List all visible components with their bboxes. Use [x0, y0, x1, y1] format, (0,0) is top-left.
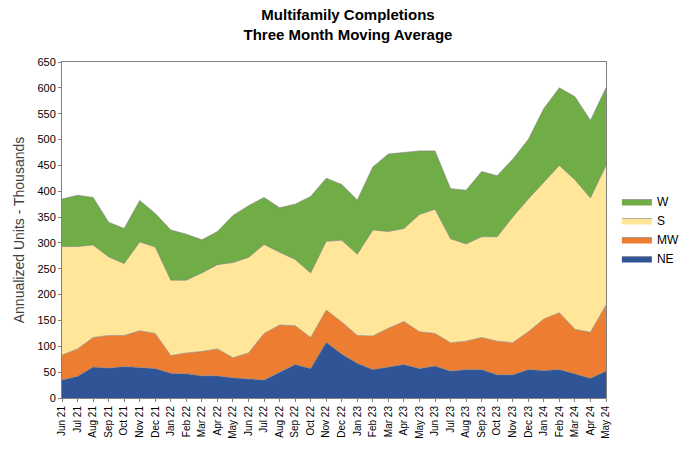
svg-text:Sep 21: Sep 21 [103, 406, 114, 438]
svg-text:200: 200 [37, 288, 55, 300]
svg-text:Dec 23: Dec 23 [523, 406, 534, 438]
svg-text:NE: NE [657, 252, 674, 266]
svg-text:Apr 24: Apr 24 [585, 406, 596, 436]
svg-text:May 22: May 22 [227, 406, 238, 439]
svg-text:Oct 23: Oct 23 [491, 406, 502, 436]
svg-text:50: 50 [44, 366, 56, 378]
svg-text:650: 650 [37, 56, 55, 68]
svg-text:Mar 24: Mar 24 [569, 406, 580, 438]
svg-text:Aug 23: Aug 23 [460, 406, 471, 438]
svg-text:350: 350 [37, 211, 55, 223]
svg-text:Jun 21: Jun 21 [56, 406, 67, 436]
svg-text:250: 250 [37, 263, 55, 275]
svg-text:Feb 24: Feb 24 [554, 406, 565, 438]
svg-text:Nov 21: Nov 21 [134, 406, 145, 438]
svg-text:Multifamily CompletionsThree M: Multifamily CompletionsThree Month Movin… [244, 6, 453, 43]
svg-text:MW: MW [657, 233, 679, 247]
svg-text:Aug 21: Aug 21 [87, 406, 98, 438]
svg-text:600: 600 [37, 82, 55, 94]
svg-text:400: 400 [37, 185, 55, 197]
svg-text:100: 100 [37, 340, 55, 352]
svg-text:500: 500 [37, 133, 55, 145]
svg-text:W: W [657, 195, 669, 209]
svg-text:300: 300 [37, 237, 55, 249]
svg-text:Jan 22: Jan 22 [165, 406, 176, 436]
svg-text:Jul 23: Jul 23 [445, 406, 456, 433]
svg-text:Annualized Units - Thousands: Annualized Units - Thousands [11, 137, 27, 324]
svg-text:0: 0 [50, 392, 56, 404]
svg-text:May 23: May 23 [414, 406, 425, 439]
svg-text:Apr 23: Apr 23 [398, 406, 409, 436]
svg-text:Mar 23: Mar 23 [383, 406, 394, 438]
svg-text:Dec 22: Dec 22 [336, 406, 347, 438]
svg-text:Jan 23: Jan 23 [352, 406, 363, 436]
svg-text:Mar 22: Mar 22 [196, 406, 207, 438]
svg-text:Jul 21: Jul 21 [72, 406, 83, 433]
svg-text:150: 150 [37, 314, 55, 326]
svg-text:Aug 22: Aug 22 [274, 406, 285, 438]
svg-text:S: S [657, 214, 665, 228]
svg-text:Feb 22: Feb 22 [181, 406, 192, 438]
svg-text:Oct 21: Oct 21 [118, 406, 129, 436]
svg-text:550: 550 [37, 108, 55, 120]
svg-text:Jan 24: Jan 24 [538, 406, 549, 436]
svg-text:Jul 22: Jul 22 [258, 406, 269, 433]
svg-text:Feb 23: Feb 23 [367, 406, 378, 438]
svg-text:Apr 22: Apr 22 [212, 406, 223, 436]
svg-text:Nov 22: Nov 22 [320, 406, 331, 438]
svg-text:Sep 22: Sep 22 [289, 406, 300, 438]
svg-text:Sep 23: Sep 23 [476, 406, 487, 438]
svg-text:Dec 21: Dec 21 [150, 406, 161, 438]
svg-text:Jun 22: Jun 22 [243, 406, 254, 436]
svg-text:Jun 23: Jun 23 [429, 406, 440, 436]
svg-text:450: 450 [37, 159, 55, 171]
svg-text:May 24: May 24 [600, 406, 611, 439]
svg-text:Oct 22: Oct 22 [305, 406, 316, 436]
svg-text:Nov 23: Nov 23 [507, 406, 518, 438]
